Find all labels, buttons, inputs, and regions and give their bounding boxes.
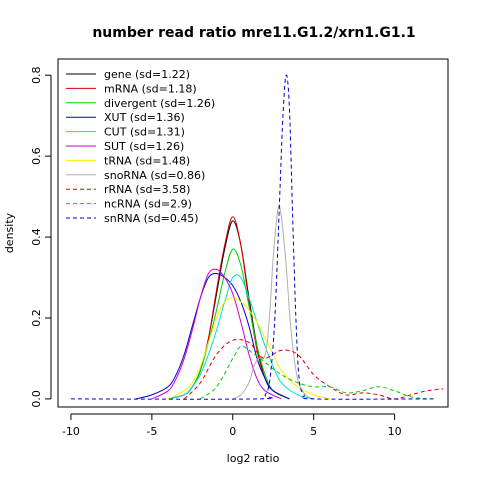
series-line-trna bbox=[167, 297, 330, 400]
y-axis: 0.0 0.2 0.4 0.6 0.8 bbox=[30, 66, 52, 408]
x-tick-label: -10 bbox=[62, 425, 80, 438]
series-line-sut bbox=[151, 268, 282, 400]
x-tick-label: 5 bbox=[310, 425, 317, 438]
legend-label-ncrna: ncRNA (sd=2.9) bbox=[104, 198, 192, 211]
y-tick-label: 0.8 bbox=[30, 66, 43, 84]
y-tick-label: 0.4 bbox=[30, 228, 43, 246]
x-axis: -10 -5 0 5 10 bbox=[62, 413, 402, 438]
legend-label-rrna: rRNA (sd=3.58) bbox=[104, 183, 190, 196]
legend-label-snrna: snRNA (sd=0.45) bbox=[104, 212, 199, 225]
series-line-mrna bbox=[167, 216, 290, 400]
series-line-divergent bbox=[167, 248, 290, 400]
legend-label-xut: XUT (sd=1.36) bbox=[104, 111, 185, 124]
y-tick-label: 0.2 bbox=[30, 309, 43, 327]
legend-label-divergent: divergent (sd=1.26) bbox=[104, 97, 215, 110]
y-axis-label: density bbox=[3, 212, 16, 253]
x-axis-label: log2 ratio bbox=[227, 452, 280, 465]
legend-label-gene: gene (sd=1.22) bbox=[104, 68, 190, 81]
legend-label-sut: SUT (sd=1.26) bbox=[104, 140, 184, 153]
series-line-snrna bbox=[70, 74, 436, 400]
legend-label-cut: CUT (sd=1.31) bbox=[104, 126, 185, 139]
series-lines bbox=[70, 74, 444, 400]
series-line-ncrna bbox=[200, 345, 428, 400]
plot-frame bbox=[57, 58, 449, 408]
series-line-rrna bbox=[183, 338, 444, 400]
chart-title: number read ratio mre11.G1.2/xrn1.G1.1 bbox=[92, 25, 415, 41]
y-tick-label: 0.0 bbox=[30, 390, 43, 408]
x-tick-label: 0 bbox=[229, 425, 236, 438]
x-tick-label: 10 bbox=[388, 425, 402, 438]
legend-label-snorna: snoRNA (sd=0.86) bbox=[104, 169, 205, 182]
y-tick-label: 0.6 bbox=[30, 147, 43, 165]
legend: gene (sd=1.22)mRNA (sd=1.18) divergent (s… bbox=[66, 68, 215, 225]
series-line-gene bbox=[167, 220, 290, 400]
x-tick-label: -5 bbox=[146, 425, 157, 438]
series-line-xut bbox=[135, 272, 290, 400]
legend-label-trna: tRNA (sd=1.48) bbox=[104, 154, 190, 167]
legend-label-mrna: mRNA (sd=1.18) bbox=[104, 82, 197, 95]
series-line-cut bbox=[167, 274, 314, 400]
series-line-snorna bbox=[232, 205, 314, 400]
